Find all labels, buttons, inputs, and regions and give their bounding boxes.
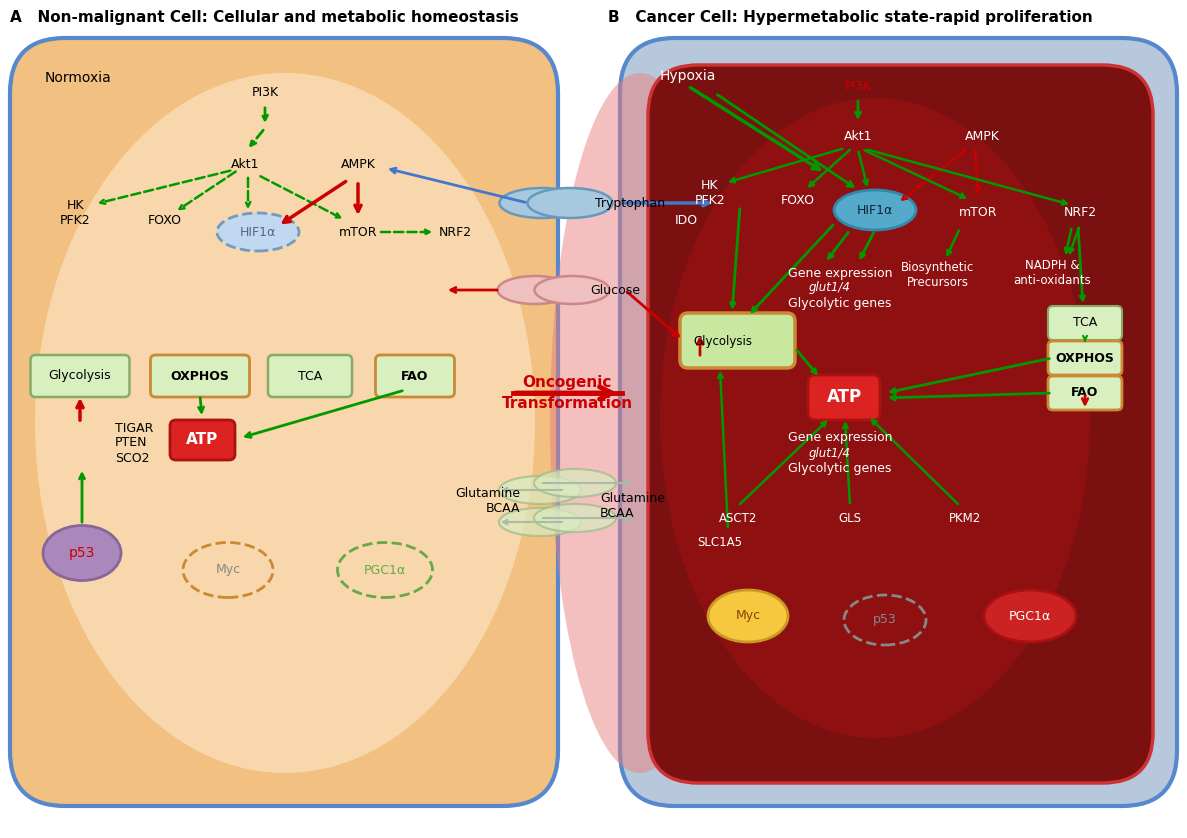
- Text: Gene expression: Gene expression: [788, 266, 893, 280]
- Ellipse shape: [707, 590, 788, 642]
- FancyBboxPatch shape: [151, 355, 249, 397]
- Text: NRF2: NRF2: [438, 225, 471, 239]
- Text: Tryptophan: Tryptophan: [595, 196, 665, 210]
- Text: SLC1A5: SLC1A5: [698, 536, 743, 550]
- Ellipse shape: [499, 476, 580, 504]
- FancyBboxPatch shape: [375, 355, 455, 397]
- Text: NADPH &
anti-oxidants: NADPH & anti-oxidants: [1014, 259, 1091, 287]
- Text: TCA: TCA: [298, 370, 322, 382]
- Text: Akt1: Akt1: [844, 130, 872, 142]
- Text: AMPK: AMPK: [341, 158, 375, 170]
- Ellipse shape: [34, 73, 535, 773]
- FancyBboxPatch shape: [9, 38, 558, 806]
- Text: AMPK: AMPK: [965, 130, 999, 142]
- Text: PGC1α: PGC1α: [364, 563, 406, 577]
- Text: FAO: FAO: [1072, 386, 1099, 400]
- Ellipse shape: [834, 190, 916, 230]
- Text: FAO: FAO: [401, 370, 429, 382]
- Text: TCA: TCA: [1073, 317, 1097, 329]
- Text: OXPHOS: OXPHOS: [1055, 351, 1115, 365]
- FancyBboxPatch shape: [1048, 306, 1122, 340]
- Ellipse shape: [984, 590, 1075, 642]
- Ellipse shape: [534, 469, 616, 497]
- Ellipse shape: [217, 213, 299, 251]
- FancyBboxPatch shape: [680, 313, 795, 368]
- Text: Gene expression: Gene expression: [788, 432, 893, 444]
- FancyBboxPatch shape: [31, 355, 129, 397]
- Ellipse shape: [500, 188, 584, 218]
- Text: PI3K: PI3K: [252, 86, 279, 100]
- Ellipse shape: [660, 98, 1090, 738]
- Text: Biosynthetic
Precursors: Biosynthetic Precursors: [901, 261, 975, 289]
- Text: HK
PFK2: HK PFK2: [694, 179, 725, 207]
- Text: B   Cancer Cell: Hypermetabolic state-rapid proliferation: B Cancer Cell: Hypermetabolic state-rapi…: [608, 11, 1093, 25]
- Text: OXPHOS: OXPHOS: [171, 370, 229, 382]
- Text: Glycolysis: Glycolysis: [49, 370, 112, 382]
- Text: Oncogenic: Oncogenic: [522, 375, 611, 391]
- Ellipse shape: [497, 276, 572, 304]
- Text: PKM2: PKM2: [948, 511, 982, 525]
- FancyBboxPatch shape: [808, 375, 880, 420]
- Text: Glycolysis: Glycolysis: [693, 334, 753, 348]
- Text: Glutamine
BCAA: Glutamine BCAA: [599, 492, 665, 520]
- Text: PI3K: PI3K: [844, 80, 871, 92]
- Text: Myc: Myc: [215, 563, 241, 577]
- Text: ASCT2: ASCT2: [719, 511, 757, 525]
- Text: Normoxia: Normoxia: [45, 71, 112, 85]
- Text: HIF1α: HIF1α: [240, 225, 277, 239]
- Text: ATP: ATP: [826, 388, 862, 406]
- Text: Glucose: Glucose: [590, 283, 640, 297]
- Text: A   Non-malignant Cell: Cellular and metabolic homeostasis: A Non-malignant Cell: Cellular and metab…: [9, 11, 519, 25]
- Text: Myc: Myc: [736, 609, 761, 623]
- Text: mTOR: mTOR: [959, 206, 997, 220]
- Text: HIF1α: HIF1α: [857, 204, 893, 216]
- Text: ATP: ATP: [186, 432, 218, 447]
- Text: HK
PFK2: HK PFK2: [59, 199, 90, 227]
- Ellipse shape: [527, 188, 612, 218]
- FancyBboxPatch shape: [268, 355, 353, 397]
- Ellipse shape: [534, 276, 609, 304]
- FancyBboxPatch shape: [620, 38, 1178, 806]
- Text: TIGAR
PTEN
SCO2: TIGAR PTEN SCO2: [115, 422, 153, 464]
- Ellipse shape: [499, 508, 580, 536]
- Text: IDO: IDO: [675, 214, 698, 226]
- Text: NRF2: NRF2: [1064, 206, 1097, 220]
- Text: Hypoxia: Hypoxia: [660, 69, 717, 83]
- FancyBboxPatch shape: [170, 420, 235, 460]
- Ellipse shape: [43, 525, 121, 581]
- Text: Glycolytic genes: Glycolytic genes: [788, 462, 891, 474]
- Text: FOXO: FOXO: [148, 214, 182, 226]
- Text: Glutamine
BCAA: Glutamine BCAA: [455, 487, 520, 515]
- FancyBboxPatch shape: [648, 65, 1153, 783]
- FancyBboxPatch shape: [1048, 341, 1122, 375]
- Text: Transformation: Transformation: [501, 396, 633, 411]
- Text: Glycolytic genes: Glycolytic genes: [788, 297, 891, 309]
- Text: PGC1α: PGC1α: [1009, 609, 1050, 623]
- Ellipse shape: [550, 73, 730, 773]
- Text: FOXO: FOXO: [781, 194, 815, 206]
- FancyBboxPatch shape: [1048, 376, 1122, 410]
- Text: mTOR: mTOR: [338, 225, 377, 239]
- Text: p53: p53: [874, 613, 897, 627]
- Ellipse shape: [534, 504, 616, 532]
- Text: glut1/4: glut1/4: [810, 282, 851, 294]
- Text: Akt1: Akt1: [230, 158, 259, 170]
- Text: p53: p53: [69, 546, 95, 560]
- Text: glut1/4: glut1/4: [810, 447, 851, 459]
- Text: GLS: GLS: [838, 511, 862, 525]
